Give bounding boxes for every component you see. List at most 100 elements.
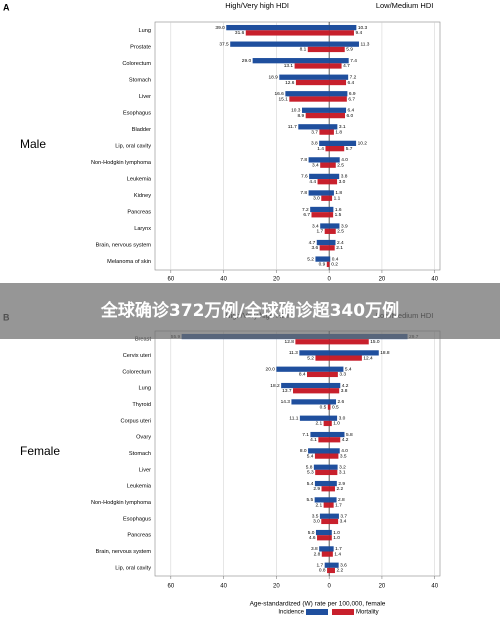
x-tick-label: 40 bbox=[220, 277, 227, 283]
value-label: 18.2 bbox=[270, 383, 280, 389]
value-label: 7.2 bbox=[302, 207, 309, 213]
value-label: 5.4 bbox=[307, 481, 314, 487]
incidence-bar bbox=[308, 448, 330, 454]
incidence-bar bbox=[329, 350, 379, 356]
x-tick-label: 40 bbox=[431, 584, 438, 590]
value-label: 3.9 bbox=[341, 223, 348, 229]
incidence-bar bbox=[329, 41, 359, 47]
category-label: Bladder bbox=[132, 127, 151, 133]
incidence-bar bbox=[299, 415, 330, 421]
value-label: 3.5 bbox=[340, 453, 347, 459]
incidence-bar bbox=[230, 41, 330, 47]
value-label: 15.0 bbox=[370, 339, 380, 345]
mortality-bar bbox=[321, 551, 330, 557]
mortality-bar bbox=[307, 46, 330, 53]
value-label: 7.2 bbox=[350, 74, 357, 80]
incidence-bar bbox=[316, 239, 330, 246]
incidence-bar bbox=[319, 513, 330, 519]
value-label: 7.6 bbox=[301, 174, 308, 180]
mortality-bar bbox=[329, 129, 334, 135]
incidence-bar bbox=[329, 124, 338, 130]
category-label: Leukemia bbox=[127, 177, 152, 183]
incidence-bar bbox=[226, 24, 330, 31]
category-label: Breast bbox=[135, 337, 152, 343]
value-label: 3.0 bbox=[339, 179, 346, 185]
incidence-bar bbox=[329, 256, 331, 262]
value-label: 6.7 bbox=[303, 212, 310, 218]
value-label: 7.4 bbox=[350, 58, 357, 64]
mortality-bar bbox=[329, 567, 335, 574]
value-label: 4.2 bbox=[342, 383, 349, 389]
value-label: 1.4 bbox=[334, 551, 341, 557]
category-label: Stomach bbox=[129, 451, 151, 457]
value-label: 5.7 bbox=[346, 146, 353, 152]
incidence-bar bbox=[291, 399, 330, 405]
value-label: 37.5 bbox=[219, 41, 229, 47]
incidence-bar bbox=[329, 464, 338, 470]
x-tick-label: 40 bbox=[431, 277, 438, 283]
incidence-bar bbox=[329, 206, 334, 213]
group-label: Male bbox=[20, 137, 46, 151]
value-label: 1.8 bbox=[335, 129, 342, 135]
value-label: 3.4 bbox=[312, 162, 319, 168]
incidence-bar bbox=[329, 480, 337, 487]
mortality-bar bbox=[321, 486, 330, 492]
incidence-bar bbox=[329, 190, 334, 196]
category-label: Brain, nervous system bbox=[96, 243, 152, 249]
mortality-bar bbox=[324, 228, 330, 234]
mortality-bar bbox=[329, 46, 345, 53]
value-label: 2.1 bbox=[315, 421, 322, 427]
incidence-bar bbox=[319, 140, 330, 146]
value-label: 3.4 bbox=[340, 519, 347, 525]
value-label: 11.1 bbox=[289, 415, 298, 421]
overlay-text: 全球确诊372万例/全球确诊超340万例 bbox=[100, 301, 400, 321]
value-label: 10.3 bbox=[358, 25, 368, 31]
value-label: 6.0 bbox=[347, 113, 354, 119]
mortality-bar bbox=[329, 228, 336, 234]
value-label: 10.3 bbox=[291, 108, 301, 114]
mortality-bar bbox=[327, 567, 330, 574]
incidence-bar bbox=[314, 497, 330, 503]
value-label: 16.6 bbox=[275, 91, 285, 97]
mortality-bar bbox=[329, 245, 335, 251]
category-label: Kidney bbox=[134, 193, 151, 199]
incidence-bar bbox=[310, 431, 330, 438]
legend-swatch bbox=[306, 609, 328, 615]
mortality-bar bbox=[329, 535, 332, 541]
value-label: 5.2 bbox=[307, 355, 314, 361]
value-label: 7.8 bbox=[300, 157, 307, 163]
mortality-bar bbox=[320, 162, 330, 168]
mortality-bar bbox=[329, 469, 338, 476]
mortality-bar bbox=[329, 179, 338, 185]
value-label: 1.0 bbox=[333, 535, 340, 541]
value-label: 29.0 bbox=[242, 58, 252, 64]
value-label: 2.2 bbox=[336, 486, 343, 492]
value-label: 5.5 bbox=[306, 497, 313, 503]
value-label: 15.1 bbox=[278, 96, 288, 102]
incidence-bar bbox=[329, 382, 341, 389]
mortality-bar bbox=[329, 261, 330, 268]
value-label: 4.0 bbox=[341, 448, 348, 454]
value-label: 1.0 bbox=[333, 421, 340, 427]
incidence-bar bbox=[298, 124, 330, 130]
value-label: 5.4 bbox=[307, 453, 314, 459]
value-label: 5.4 bbox=[345, 366, 352, 372]
value-label: 11.3 bbox=[289, 350, 298, 356]
value-label: 2.9 bbox=[338, 481, 345, 487]
mortality-bar bbox=[329, 518, 339, 525]
value-label: 1.4 bbox=[317, 146, 324, 152]
value-label: 2.8 bbox=[338, 497, 345, 503]
category-label: Non-Hodgkin lymphoma bbox=[91, 160, 152, 166]
value-label: 1.0 bbox=[333, 530, 340, 536]
legend-label: Incidence bbox=[278, 610, 304, 616]
value-label: 2.6 bbox=[338, 399, 345, 405]
value-label: 3.8 bbox=[311, 141, 318, 147]
value-label: 8.0 bbox=[300, 448, 307, 454]
panel-label: A bbox=[3, 2, 10, 12]
incidence-bar bbox=[329, 157, 340, 163]
value-label: 2.2 bbox=[336, 568, 343, 574]
incidence-bar bbox=[329, 74, 349, 80]
mortality-bar bbox=[317, 535, 330, 541]
value-label: 3.8 bbox=[341, 174, 348, 180]
